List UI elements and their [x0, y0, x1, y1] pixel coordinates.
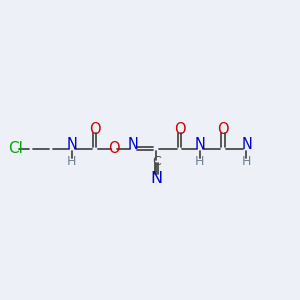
- Text: O: O: [174, 122, 185, 137]
- Text: H: H: [241, 155, 251, 168]
- Text: H: H: [195, 155, 205, 168]
- Text: N: N: [67, 137, 77, 152]
- Text: C: C: [152, 155, 161, 168]
- Text: O: O: [217, 122, 229, 137]
- Text: N: N: [150, 171, 163, 186]
- Text: N: N: [194, 137, 206, 152]
- Text: H: H: [67, 155, 76, 168]
- Text: N: N: [128, 137, 139, 152]
- Text: Cl: Cl: [8, 141, 23, 156]
- Text: N: N: [242, 137, 253, 152]
- Text: O: O: [108, 141, 120, 156]
- Text: O: O: [89, 122, 101, 137]
